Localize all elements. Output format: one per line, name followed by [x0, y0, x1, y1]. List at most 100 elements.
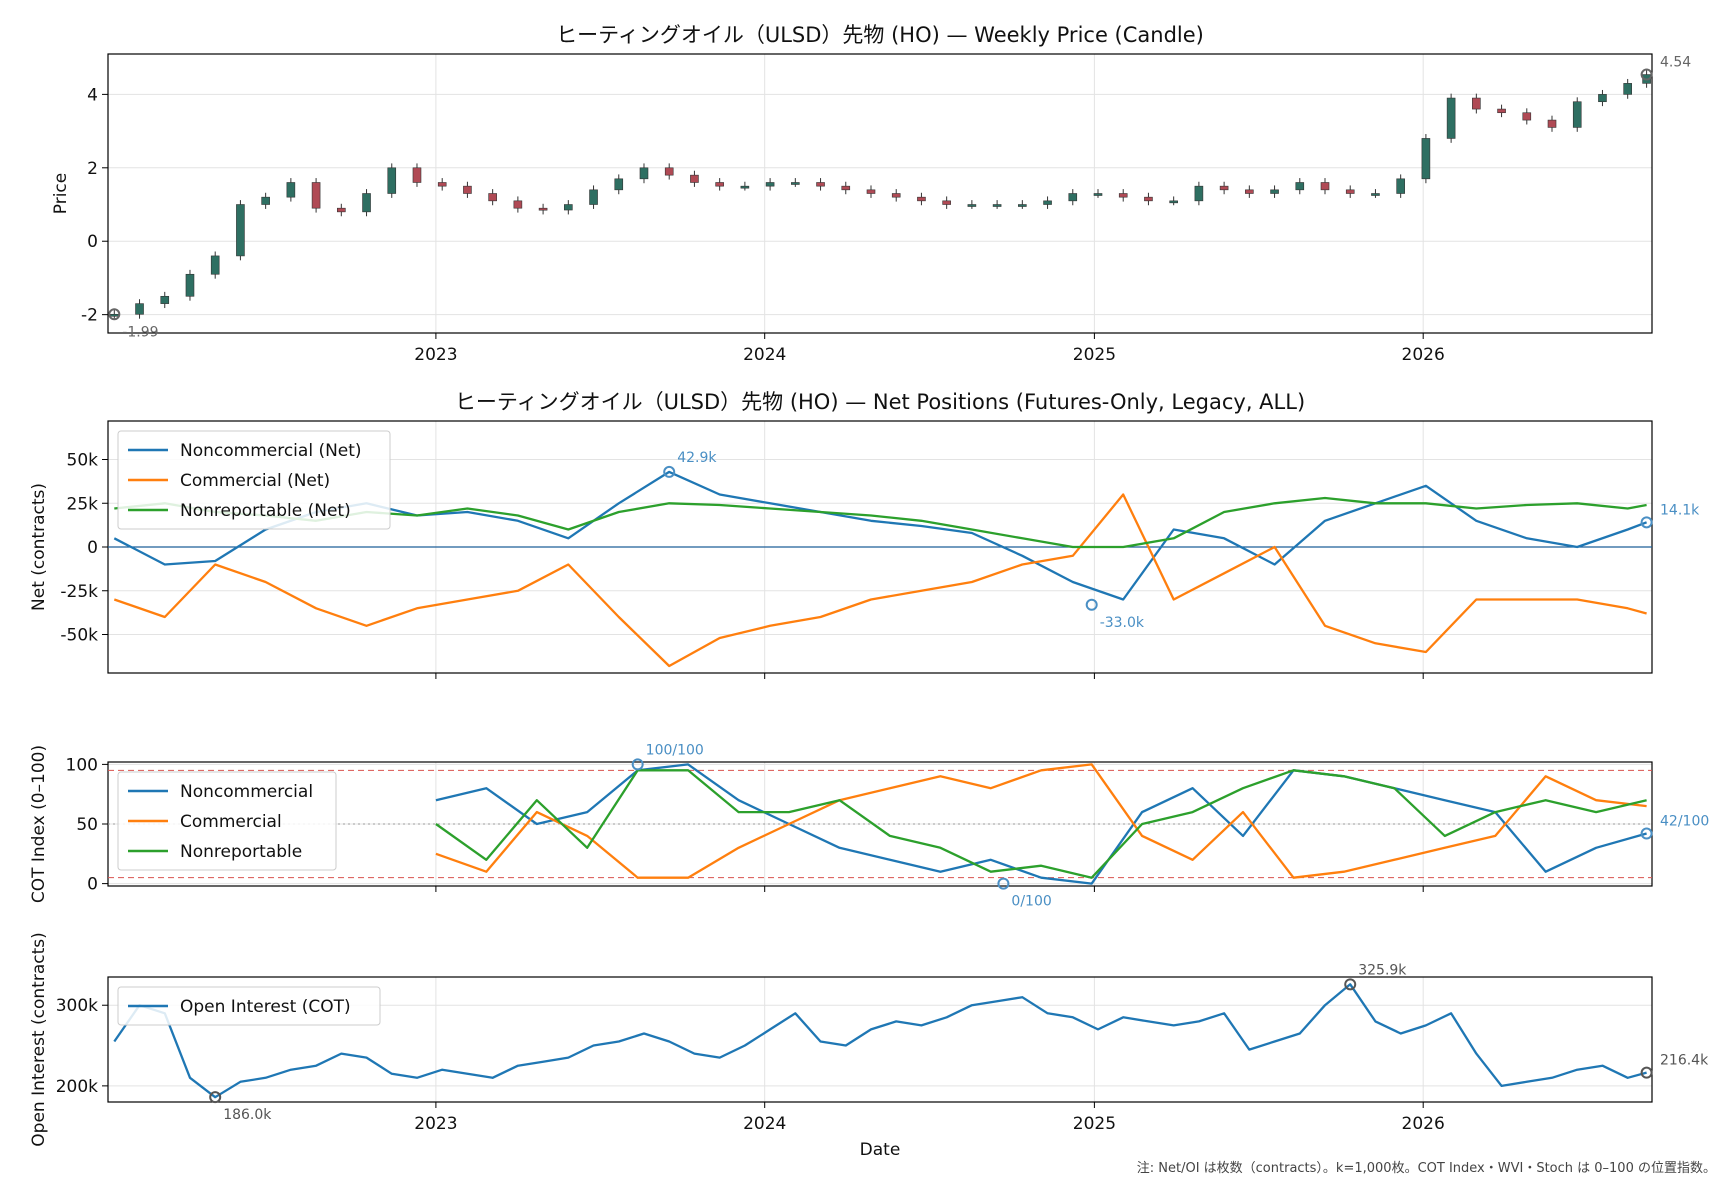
annotation-label: 216.4k	[1660, 1053, 1709, 1069]
chart-title: ヒーティングオイル（ULSD）先物 (HO) — Weekly Price (C…	[556, 23, 1204, 47]
y-tick-label: 0	[87, 875, 98, 895]
footer-note: 注: Net/OI は枚数（contracts）。k=1,000枚。COT In…	[1137, 1161, 1716, 1176]
annotation-label: -1.99	[122, 324, 158, 340]
y-axis-label: Price	[51, 173, 71, 214]
candle-body	[791, 182, 800, 185]
annotation-label: 0/100	[1011, 894, 1051, 910]
y-tick-label: 0	[87, 538, 98, 558]
x-axis-label: Date	[860, 1140, 901, 1160]
annotation-marker	[1640, 1066, 1653, 1079]
candle-body	[1169, 200, 1178, 204]
candle-body	[967, 204, 977, 207]
candle-body	[135, 303, 144, 315]
candle-body	[236, 204, 245, 257]
candle-body	[1572, 101, 1582, 128]
candle-body	[110, 313, 119, 317]
candle-body	[564, 204, 573, 211]
annotation-marker	[1344, 978, 1357, 991]
y-tick-label: 4	[87, 85, 98, 105]
annotation-marker	[631, 758, 644, 771]
annotation-label: 14.1k	[1660, 502, 1700, 518]
candle-body	[1421, 138, 1431, 180]
open-interest-panel: 200k 300k 2023 2024 2025 2026 Open Interest (c…	[29, 932, 1709, 1160]
annotation-marker	[1085, 598, 1098, 611]
x-tick-label: 2024	[743, 345, 786, 365]
candle-body	[1043, 200, 1052, 205]
y-axis-label: Open Interest (contracts)	[29, 932, 49, 1146]
candle-body	[1118, 193, 1128, 198]
series-line	[113, 983, 1647, 1099]
y-tick-label: -25k	[60, 582, 98, 602]
legend-label: Nonreportable	[180, 842, 302, 862]
y-tick-label: 200k	[56, 1077, 98, 1097]
legend-label: Nonreportable (Net)	[180, 501, 351, 521]
candle-body	[1093, 193, 1103, 196]
y-tick-label: 2	[87, 159, 98, 179]
candle-body	[715, 182, 724, 187]
candle-body	[841, 185, 851, 191]
legend-label: Open Interest (COT)	[180, 997, 351, 1017]
candle-body	[1068, 193, 1078, 202]
y-tick-label: 100	[66, 755, 98, 775]
annotation-label: 186.0k	[223, 1107, 272, 1123]
candle-body	[538, 207, 548, 211]
legend-box	[117, 986, 381, 1026]
candle-body	[1446, 97, 1456, 139]
candle-body	[1219, 185, 1229, 191]
candle-body	[765, 182, 775, 187]
candle-body	[437, 182, 447, 187]
annotation-label: -33.0k	[1100, 615, 1145, 631]
candle-body	[286, 182, 296, 198]
candle-body	[463, 185, 472, 194]
x-tick-label: 2025	[1073, 1114, 1116, 1134]
x-tick-label: 2026	[1402, 345, 1445, 365]
annotation-marker	[1640, 827, 1653, 840]
annotation-label: 42/100	[1660, 814, 1709, 830]
legend-label: Commercial	[180, 812, 282, 832]
candle-body	[337, 207, 346, 213]
candle-body	[488, 193, 497, 202]
cot-index-panel: 0 50 100 COT Index (0–100) Noncommercial Comm…	[29, 742, 1709, 909]
candle-body	[185, 273, 195, 297]
candle-body	[690, 174, 699, 183]
candle-body	[942, 200, 951, 205]
annotation-marker	[663, 465, 676, 478]
chart-title: ヒーティングオイル（ULSD）先物 (HO) — Net Positions (…	[455, 390, 1305, 414]
y-tick-label: 25k	[67, 494, 99, 514]
x-tick-label: 2023	[414, 345, 457, 365]
legend-box	[117, 430, 391, 530]
plot-frame	[107, 976, 1653, 1103]
y-tick-label: 300k	[56, 996, 98, 1016]
legend-label: Commercial (Net)	[180, 471, 330, 491]
candle-body	[311, 182, 321, 209]
annotation-marker	[1640, 68, 1653, 81]
candle-body	[387, 167, 397, 194]
y-tick-label: 50k	[67, 451, 99, 471]
candle-body	[1598, 94, 1607, 103]
candle-body	[917, 196, 926, 202]
candle-body	[1194, 185, 1204, 202]
candle-body	[1320, 182, 1330, 191]
candle-body	[1144, 196, 1153, 202]
candle-body	[664, 167, 674, 176]
x-tick-label: 2025	[1073, 345, 1116, 365]
candle-body	[1245, 189, 1254, 194]
candle-body	[1371, 193, 1380, 196]
y-tick-label: 50	[76, 815, 98, 835]
y-tick-label: -2	[81, 306, 98, 326]
annotation-label: 4.54	[1660, 55, 1691, 71]
candle-body	[261, 196, 270, 205]
annotation-marker	[209, 1091, 222, 1104]
candle-body	[1295, 182, 1305, 191]
annotation-label: 100/100	[646, 742, 704, 758]
candle-body	[639, 167, 649, 180]
legend-label: Noncommercial (Net)	[180, 441, 362, 461]
candle-body	[614, 178, 624, 191]
candle-body	[866, 189, 876, 194]
annotation-label: 325.9k	[1358, 962, 1407, 978]
candle-body	[740, 185, 750, 189]
annotation-marker	[997, 877, 1010, 890]
candle-body	[1522, 112, 1532, 121]
candle-body	[1345, 189, 1355, 194]
